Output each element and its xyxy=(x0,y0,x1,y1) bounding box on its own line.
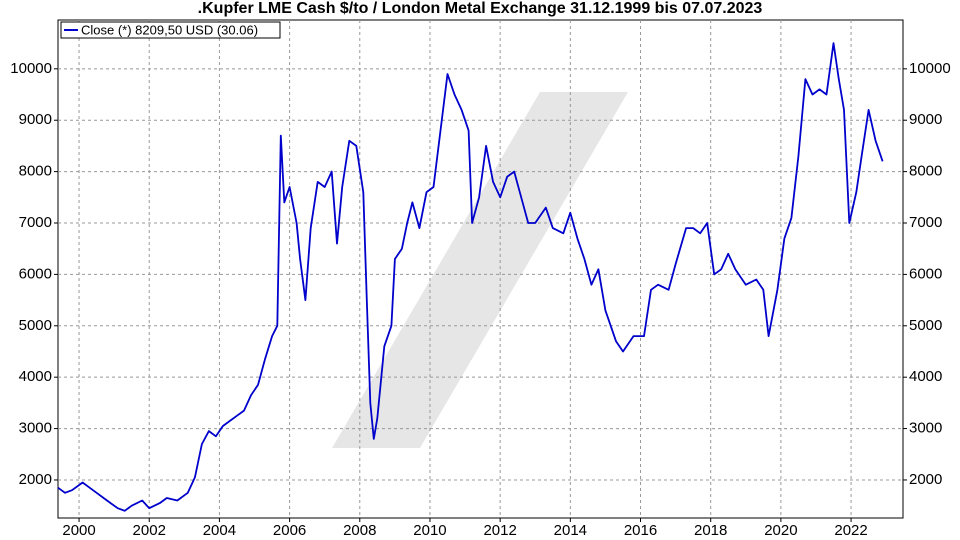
y-tick-label: 8000 xyxy=(19,163,52,180)
y-tick-label: 7000 xyxy=(909,214,942,231)
x-tick-label: 2022 xyxy=(834,522,867,539)
y-tick-label: 6000 xyxy=(19,265,52,282)
y-tick-label: 5000 xyxy=(19,317,52,334)
y-tick-label: 2000 xyxy=(19,471,52,488)
y-tick-label: 7000 xyxy=(19,214,52,231)
x-tick-label: 2008 xyxy=(343,522,376,539)
plot-frame xyxy=(57,19,904,519)
y-tick-label: 6000 xyxy=(909,265,942,282)
y-tick-label: 4000 xyxy=(909,368,942,385)
lines xyxy=(57,42,884,512)
x-tick-label: 2018 xyxy=(694,522,727,539)
y-tick-label: 10000 xyxy=(10,60,52,77)
y-tick-label: 9000 xyxy=(19,111,52,128)
x-tick-label: 2000 xyxy=(62,522,95,539)
x-tick-label: 2006 xyxy=(273,522,306,539)
y-tick-label: 4000 xyxy=(19,368,52,385)
x-tick-label: 2010 xyxy=(413,522,446,539)
x-tick-label: 2012 xyxy=(483,522,516,539)
y-tick-label: 8000 xyxy=(909,163,942,180)
y-tick-label: 10000 xyxy=(909,60,951,77)
y-tick-label: 5000 xyxy=(909,317,942,334)
y-tick-label: 3000 xyxy=(19,420,52,437)
grid xyxy=(58,20,903,518)
chart-title: .Kupfer LME Cash $/to / London Metal Exc… xyxy=(198,0,763,17)
watermark xyxy=(332,92,628,448)
y-tick-label: 2000 xyxy=(909,471,942,488)
legend xyxy=(60,21,281,39)
y-tick-label: 3000 xyxy=(909,420,942,437)
x-tick-label: 2020 xyxy=(764,522,797,539)
legend-label: Close (*) 8209,50 USD (30.06) xyxy=(81,22,258,37)
y-tick-label: 9000 xyxy=(909,111,942,128)
price-line xyxy=(57,42,884,512)
x-tick-label: 2004 xyxy=(203,522,236,539)
x-tick-label: 2002 xyxy=(133,522,166,539)
x-tick-label: 2016 xyxy=(624,522,657,539)
x-tick-label: 2014 xyxy=(554,522,587,539)
